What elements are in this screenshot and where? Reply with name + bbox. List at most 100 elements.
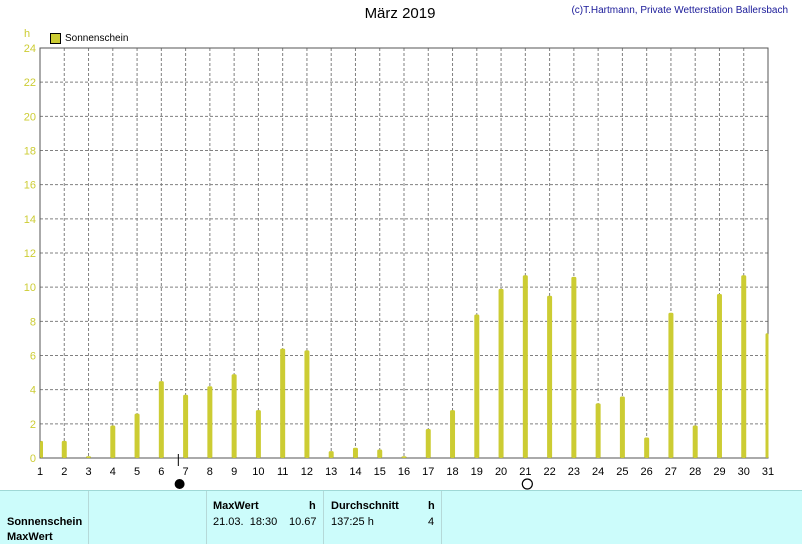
bar-day-12	[304, 350, 310, 458]
footer-divider	[441, 491, 442, 544]
bar-day-13	[328, 451, 334, 458]
x-tick-label: 26	[641, 466, 653, 478]
x-tick-label: 3	[85, 466, 91, 478]
max-datetime: 21.03. 18:30	[213, 516, 278, 528]
max-value: 10.67	[289, 516, 317, 528]
bar-day-6	[158, 381, 164, 458]
bar-day-19	[474, 314, 480, 458]
avg-value: 4	[428, 516, 435, 528]
x-tick-label: 10	[252, 466, 264, 478]
x-tick-label: 13	[325, 466, 337, 478]
avg-header: Durchschnitt	[331, 500, 399, 512]
x-tick-label: 12	[301, 466, 313, 478]
x-tick-label: 25	[616, 466, 628, 478]
bar-day-30	[741, 275, 747, 458]
copyright-text: (c)T.Hartmann, Private Wetterstation Bal…	[571, 5, 788, 16]
bar-day-28	[692, 425, 698, 458]
x-tick-label: 15	[374, 466, 386, 478]
footer-divider	[206, 491, 207, 544]
bar-day-21	[522, 275, 528, 458]
x-tick-label: 14	[349, 466, 361, 478]
max-header: MaxWert	[213, 500, 259, 512]
y-tick-label: 10	[24, 282, 36, 294]
full-moon-icon	[521, 478, 533, 490]
bar-day-4	[110, 425, 116, 458]
marker-layer	[174, 454, 533, 490]
y-tick-label: 12	[24, 248, 36, 260]
bar-day-18	[450, 410, 456, 458]
x-tick-label: 1	[37, 466, 43, 478]
avg-sum: 137:25 h	[331, 516, 374, 528]
bar-day-1	[40, 440, 43, 458]
x-tick-label: 23	[568, 466, 580, 478]
x-tick-label: 7	[183, 466, 189, 478]
y-tick-label: 22	[24, 77, 36, 89]
x-tick-label: 16	[398, 466, 410, 478]
chart-title: März 2019	[364, 5, 436, 22]
y-tick-label: 20	[24, 111, 36, 123]
y-tick-label: 6	[30, 351, 36, 363]
y-tick-label: 2	[30, 419, 36, 431]
bar-day-20	[498, 288, 504, 458]
x-tick-label: 5	[134, 466, 140, 478]
x-tick-label: 21	[519, 466, 531, 478]
bar-day-5	[134, 413, 140, 458]
bar-day-17	[425, 428, 431, 458]
x-tick-label: 18	[446, 466, 458, 478]
bar-day-2	[61, 440, 67, 458]
y-tick-label: 0	[30, 453, 36, 465]
y-tick-label: 16	[24, 180, 36, 192]
bar-day-14	[352, 447, 358, 458]
max-unit: h	[309, 500, 316, 512]
bar-day-29	[716, 294, 722, 458]
new-moon-icon	[174, 479, 185, 489]
bar-day-3	[86, 456, 92, 458]
bar-day-22	[547, 295, 553, 458]
x-tick-label: 22	[543, 466, 555, 478]
y-axis-label: h	[24, 28, 30, 40]
row-label-maxwert: MaxWert	[7, 531, 53, 543]
y-tick-label: 14	[24, 214, 36, 226]
footer-divider	[323, 491, 324, 544]
bar-day-7	[183, 394, 189, 458]
y-tick-label: 24	[24, 43, 36, 55]
bar-day-25	[619, 396, 625, 458]
avg-unit: h	[428, 500, 435, 512]
y-tick-label: 18	[24, 146, 36, 158]
x-tick-label: 29	[713, 466, 725, 478]
x-tick-label: 8	[207, 466, 213, 478]
bar-day-11	[280, 348, 286, 458]
x-tick-label: 17	[422, 466, 434, 478]
grid-layer	[40, 47, 768, 458]
bar-layer	[40, 275, 769, 458]
bar-day-9	[231, 374, 237, 458]
bar-day-10	[255, 410, 261, 458]
legend: Sonnenschein	[50, 31, 128, 45]
bar-day-31	[765, 333, 769, 458]
x-tick-label: 4	[110, 466, 116, 478]
row-label-sonnenschein: Sonnenschein	[7, 516, 83, 528]
bar-day-27	[668, 312, 674, 458]
bar-day-15	[377, 449, 383, 458]
legend-label: Sonnenschein	[65, 32, 129, 44]
bar-day-16	[401, 456, 407, 458]
x-tick-label: 24	[592, 466, 604, 478]
x-tick-label: 28	[689, 466, 701, 478]
x-tick-label: 11	[277, 466, 288, 478]
bar-day-23	[571, 276, 577, 458]
x-tick-label: 27	[665, 466, 677, 478]
x-tick-label: 19	[471, 466, 483, 478]
bar-day-8	[207, 386, 213, 458]
statistics-footer: Sonnenschein MaxWert MaxWert h 21.03. 18…	[0, 490, 802, 544]
x-tick-label: 6	[158, 466, 164, 478]
x-tick-label: 2	[61, 466, 67, 478]
y-tick-label: 8	[30, 316, 36, 328]
x-tick-label: 20	[495, 466, 507, 478]
y-tick-label: 4	[30, 385, 36, 397]
x-tick-label: 30	[738, 466, 750, 478]
legend-swatch	[50, 32, 61, 44]
x-tick-label: 31	[762, 466, 774, 478]
footer-divider	[88, 491, 89, 544]
bar-day-26	[644, 437, 650, 458]
